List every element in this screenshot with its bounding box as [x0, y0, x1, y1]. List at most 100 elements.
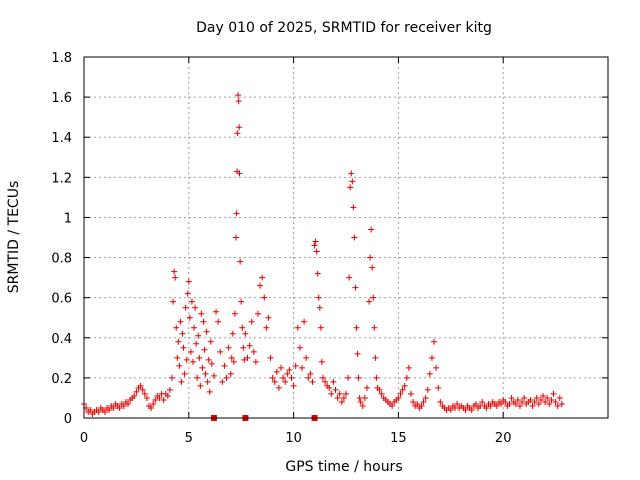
data-point	[278, 364, 285, 371]
data-point	[223, 374, 230, 381]
data-point	[184, 290, 191, 297]
data-point	[246, 342, 253, 349]
data-point	[179, 330, 186, 337]
data-point	[506, 400, 513, 407]
data-point	[314, 270, 321, 277]
data-point	[201, 346, 208, 353]
data-point	[367, 254, 374, 261]
data-point	[363, 384, 370, 391]
data-point	[193, 340, 200, 347]
data-point	[312, 238, 319, 245]
data-point	[139, 386, 146, 393]
data-point	[244, 354, 251, 361]
data-point	[239, 324, 246, 331]
data-point	[280, 374, 287, 381]
data-point	[366, 298, 373, 305]
data-point	[529, 402, 536, 409]
data-point	[259, 274, 266, 281]
data-point	[189, 358, 196, 365]
y-tick-label: 0.6	[51, 292, 72, 307]
data-point	[521, 394, 528, 401]
data-point	[350, 204, 357, 211]
data-point	[254, 310, 261, 317]
grid	[84, 57, 608, 418]
data-point	[205, 356, 212, 363]
data-point	[257, 282, 264, 289]
y-tick-label: 1.4	[51, 131, 72, 146]
data-point	[171, 268, 178, 275]
data-point	[125, 400, 132, 407]
data-point	[206, 388, 213, 395]
data-point	[204, 378, 211, 385]
data-point	[454, 400, 461, 407]
data-point	[332, 386, 339, 393]
data-point	[316, 304, 323, 311]
data-point	[294, 324, 301, 331]
data-point	[191, 324, 198, 331]
data-point	[174, 354, 181, 361]
data-point	[235, 92, 242, 99]
x-tick-label: 5	[185, 431, 193, 446]
data-point	[215, 318, 222, 325]
data-point	[110, 404, 117, 411]
data-point	[195, 332, 202, 339]
data-point	[533, 394, 540, 401]
data-point	[176, 362, 183, 369]
data-point	[235, 98, 242, 105]
y-tick-label: 1.8	[51, 51, 72, 66]
data-point	[502, 398, 509, 405]
data-point	[187, 348, 194, 355]
data-point	[156, 394, 163, 401]
data-point	[550, 390, 557, 397]
data-point	[554, 402, 561, 409]
data-point	[437, 398, 444, 405]
data-point	[345, 374, 352, 381]
data-point	[330, 378, 337, 385]
data-point	[540, 392, 547, 399]
data-point	[182, 304, 189, 311]
data-point	[410, 398, 417, 405]
data-point	[370, 294, 377, 301]
data-point	[248, 318, 255, 325]
data-point	[230, 358, 237, 365]
data-point	[290, 382, 297, 389]
data-point	[229, 330, 236, 337]
data-point	[309, 378, 316, 385]
data-point	[352, 284, 359, 291]
data-point	[424, 386, 431, 393]
data-point	[236, 124, 243, 131]
data-point	[546, 400, 553, 407]
data-points	[81, 92, 565, 421]
x-tick-label: 0	[80, 431, 88, 446]
data-point	[196, 354, 203, 361]
data-point	[120, 402, 127, 409]
data-point	[315, 294, 322, 301]
data-point	[160, 396, 167, 403]
data-point	[318, 358, 325, 365]
data-point	[200, 318, 207, 325]
data-point	[296, 344, 303, 351]
data-point	[303, 354, 310, 361]
data-point	[395, 394, 402, 401]
data-point	[556, 394, 563, 401]
data-point	[298, 364, 305, 371]
data-point	[334, 394, 341, 401]
data-point	[372, 354, 379, 361]
data-point	[164, 392, 171, 399]
data-point	[199, 364, 206, 371]
data-point	[527, 396, 534, 403]
y-tick-label: 1	[64, 211, 72, 226]
data-point	[141, 390, 148, 397]
data-point	[175, 338, 182, 345]
data-point	[185, 278, 192, 285]
data-point	[319, 374, 326, 381]
data-point	[348, 170, 355, 177]
data-point	[267, 354, 274, 361]
data-point	[227, 370, 234, 377]
data-point	[552, 398, 559, 405]
data-point	[353, 324, 360, 331]
data-point	[354, 350, 361, 357]
data-point	[433, 364, 440, 371]
data-point	[221, 362, 228, 369]
